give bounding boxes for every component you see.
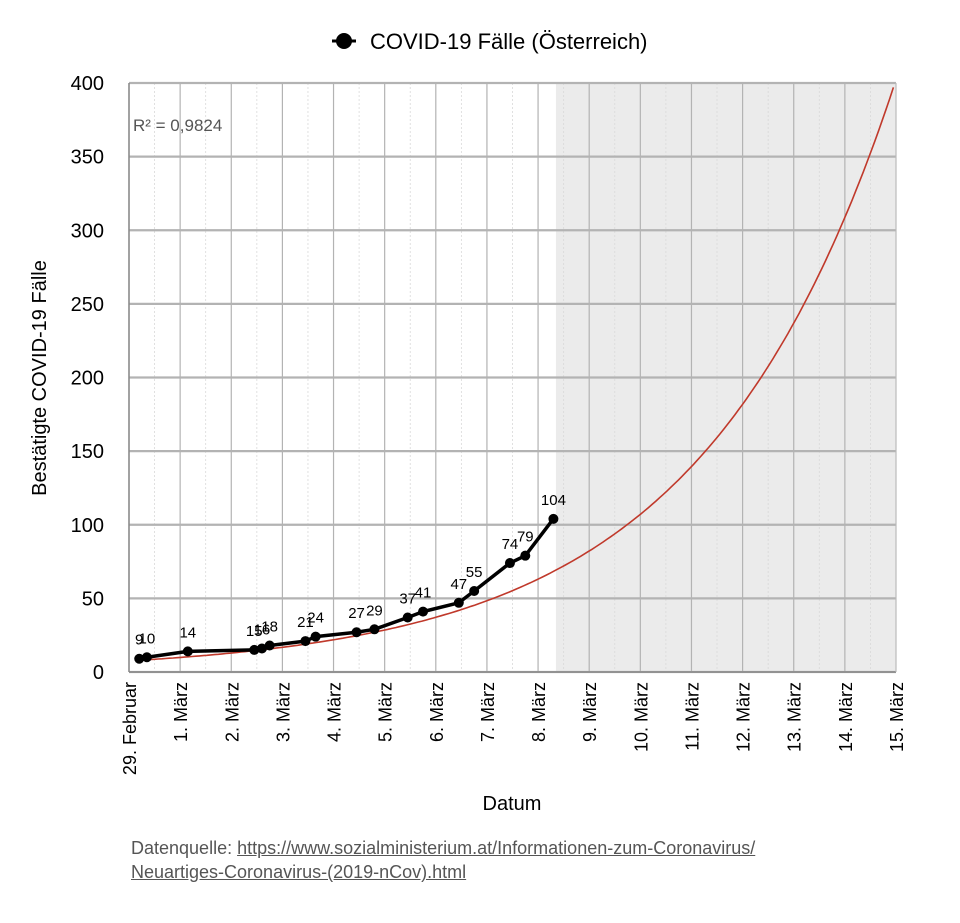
data-label: 9: [135, 632, 143, 649]
y-tick-label: 50: [82, 588, 104, 610]
r-squared-label: R² = 0,9824: [133, 116, 222, 135]
x-tick-label: 5. März: [376, 682, 396, 742]
data-label: 29: [366, 602, 383, 619]
x-tick-label: 12. März: [734, 682, 754, 752]
y-tick-label: 300: [71, 220, 104, 242]
x-axis-title: Datum: [483, 793, 542, 815]
grid-lines: [128, 81, 897, 674]
data-point: [469, 586, 480, 597]
y-axis-title: Bestätigte COVID-19 Fälle: [29, 260, 51, 496]
data-label: 24: [307, 610, 324, 627]
data-point: [520, 550, 531, 561]
x-tick-label: 11. März: [682, 682, 702, 751]
data-label: 79: [517, 529, 534, 546]
legend-label: COVID-19 Fälle (Österreich): [370, 29, 648, 54]
data-point: [182, 646, 193, 657]
x-tick-label: 8. März: [529, 682, 549, 742]
source-link-part2[interactable]: Neuartiges-Coronavirus-(2019-nCov).html: [131, 862, 467, 882]
data-point: [249, 644, 260, 655]
x-tick-label: 2. März: [222, 682, 242, 742]
x-tick-label: 6. März: [427, 682, 447, 742]
data-source-note: Datenquelle: https://www.sozialministeri…: [131, 836, 755, 884]
x-tick-label: 15. März: [887, 682, 907, 752]
x-tick-label: 4. März: [325, 682, 345, 742]
axes-group: 0 50 100 150 200 250 300 350 400 29. Februar 1. Mä…: [71, 73, 907, 775]
data-point: [504, 558, 515, 569]
data-point: [402, 612, 413, 623]
data-label: 21: [297, 614, 314, 631]
data-point: [351, 627, 362, 638]
data-point: [548, 513, 559, 524]
data-label: 55: [466, 564, 483, 581]
x-tick-label: 14. März: [836, 682, 856, 752]
y-tick-label: 250: [71, 294, 104, 316]
data-label: 74: [502, 536, 519, 553]
y-tick-label: 150: [71, 441, 104, 463]
data-label: 10: [139, 630, 156, 647]
data-point: [141, 652, 152, 663]
data-label: 41: [415, 585, 432, 602]
y-tick-label: 350: [71, 147, 104, 169]
x-tick-label: 9. März: [580, 682, 600, 742]
data-label: 27: [348, 605, 365, 622]
data-point: [453, 597, 464, 608]
series-group: [134, 513, 559, 664]
data-label: 37: [399, 591, 416, 608]
data-label: 104: [541, 492, 566, 509]
data-point: [418, 606, 429, 617]
y-tick-label: 200: [71, 368, 104, 390]
x-tick-label: 29. Februar: [120, 682, 140, 775]
x-tick-label: 7. März: [478, 682, 498, 742]
x-tick-label: 1. März: [171, 682, 191, 742]
data-point: [369, 624, 380, 635]
data-label: 47: [450, 576, 467, 593]
y-tick-label: 100: [71, 515, 104, 537]
source-prefix: Datenquelle:: [131, 838, 238, 858]
data-point: [300, 636, 311, 647]
data-point: [256, 643, 267, 654]
data-label: 14: [179, 624, 196, 641]
data-label: 16: [254, 621, 271, 638]
x-tick-label: 3. März: [273, 682, 293, 742]
y-tick-label: 0: [93, 662, 104, 684]
y-tick-label: 400: [71, 73, 104, 95]
x-tick-label: 10. März: [631, 682, 651, 752]
source-link-part1[interactable]: https://www.sozialministerium.at/Informa…: [237, 838, 756, 858]
data-label: 18: [261, 618, 278, 635]
data-label: 15: [246, 623, 263, 640]
data-point: [264, 640, 275, 651]
data-point: [134, 653, 145, 664]
data-point: [310, 631, 321, 642]
x-tick-label: 13. März: [785, 682, 805, 752]
